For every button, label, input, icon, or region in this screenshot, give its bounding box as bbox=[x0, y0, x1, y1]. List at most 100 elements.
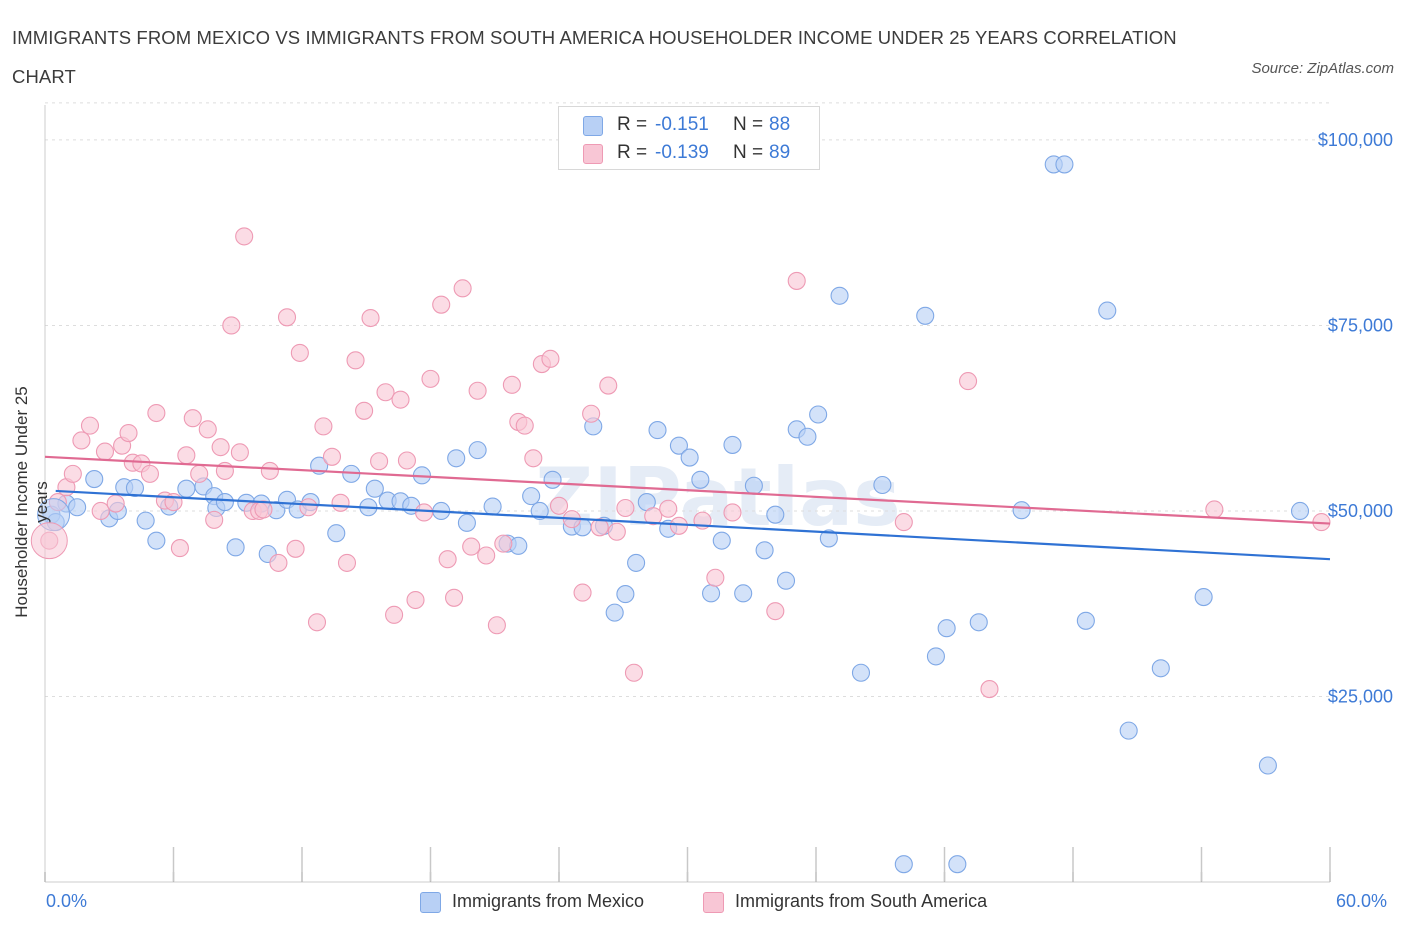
point-mexico bbox=[948, 855, 967, 874]
point-mexico bbox=[702, 584, 721, 603]
point-south-america bbox=[230, 443, 249, 462]
point-south-america bbox=[119, 424, 138, 443]
point-mexico bbox=[125, 478, 144, 498]
point-south-america bbox=[235, 227, 254, 246]
point-south-america bbox=[346, 351, 365, 370]
point-mexico bbox=[1151, 659, 1170, 678]
point-south-america bbox=[453, 279, 472, 298]
point-south-america bbox=[147, 403, 166, 423]
point-south-america bbox=[385, 605, 404, 624]
point-south-america bbox=[190, 464, 209, 483]
point-south-america bbox=[659, 499, 678, 518]
point-mexico bbox=[457, 513, 476, 532]
legend-n-value-mexico: 88 bbox=[769, 114, 791, 135]
point-south-america bbox=[599, 376, 618, 395]
point-south-america bbox=[438, 550, 457, 569]
point-mexico bbox=[873, 475, 892, 495]
legend-n-label: N = bbox=[733, 114, 764, 135]
point-mexico bbox=[605, 603, 624, 622]
point-south-america bbox=[322, 447, 342, 466]
point-south-america bbox=[314, 417, 333, 436]
point-south-america bbox=[106, 494, 125, 513]
point-south-america bbox=[644, 507, 663, 526]
point-south-america bbox=[222, 316, 241, 335]
point-mexico bbox=[327, 524, 346, 543]
point-south-america bbox=[541, 349, 560, 368]
trend-line-south-america bbox=[44, 455, 1331, 525]
point-south-america bbox=[462, 537, 481, 556]
point-south-america bbox=[260, 461, 279, 480]
point-mexico bbox=[1290, 501, 1310, 521]
point-mexico bbox=[616, 585, 635, 604]
point-mexico bbox=[509, 536, 528, 555]
point-south-america bbox=[170, 539, 189, 558]
point-south-america bbox=[549, 496, 569, 515]
point-south-america bbox=[573, 583, 592, 602]
y-tick-label: $100,000 bbox=[1318, 130, 1393, 150]
point-south-america bbox=[406, 590, 425, 610]
point-south-america bbox=[487, 616, 506, 635]
point-south-america bbox=[254, 500, 273, 519]
point-mexico bbox=[543, 470, 562, 489]
point-south-america bbox=[445, 588, 464, 607]
point-south-america bbox=[959, 372, 978, 391]
point-south-america bbox=[590, 518, 609, 537]
x-axis-max-label: 60.0% bbox=[1336, 891, 1388, 911]
bottom-legend-label-south-america: Immigrants from South America bbox=[735, 891, 988, 911]
point-mexico bbox=[1194, 587, 1213, 607]
point-south-america bbox=[669, 516, 688, 535]
point-south-america bbox=[980, 680, 999, 699]
point-south-america bbox=[1205, 500, 1224, 519]
legend-r-value-south-america: -0.139 bbox=[655, 142, 709, 163]
point-south-america bbox=[723, 503, 742, 522]
y-tick-label: $25,000 bbox=[1328, 686, 1393, 706]
point-south-america bbox=[290, 343, 309, 362]
point-mexico bbox=[669, 436, 688, 455]
point-mexico bbox=[776, 571, 796, 590]
point-mexico bbox=[483, 497, 502, 516]
point-south-america bbox=[421, 369, 440, 388]
point-mexico bbox=[365, 479, 384, 498]
y-tick-label: $50,000 bbox=[1328, 501, 1393, 521]
point-south-america bbox=[299, 498, 318, 517]
point-south-america bbox=[502, 375, 521, 394]
point-mexico bbox=[798, 427, 817, 446]
point-south-america bbox=[370, 452, 389, 471]
point-south-america bbox=[494, 534, 513, 553]
point-south-america bbox=[415, 503, 434, 522]
point-mexico bbox=[809, 405, 828, 424]
legend-n-value-south-america: 89 bbox=[769, 142, 791, 163]
point-south-america bbox=[624, 663, 644, 682]
point-south-america bbox=[397, 451, 416, 470]
point-mexico bbox=[147, 531, 166, 550]
y-axis-label: Householder Income Under 25 years bbox=[12, 386, 51, 618]
point-mexico bbox=[680, 448, 699, 467]
source-label: Source: ZipAtlas.com bbox=[1251, 60, 1394, 77]
point-south-america bbox=[286, 539, 305, 558]
point-mexico bbox=[691, 470, 710, 489]
point-mexico bbox=[851, 663, 871, 682]
point-south-america bbox=[391, 390, 410, 409]
point-mexico bbox=[712, 531, 731, 550]
point-south-america bbox=[515, 416, 534, 435]
point-mexico bbox=[830, 286, 849, 305]
point-mexico bbox=[734, 584, 753, 603]
point-south-america bbox=[706, 568, 725, 587]
point-mexico bbox=[447, 449, 466, 468]
legend-swatch-mexico bbox=[583, 116, 603, 136]
point-mexico bbox=[819, 529, 838, 548]
point-mexico bbox=[766, 505, 785, 524]
point-south-america bbox=[140, 464, 159, 483]
point-south-america bbox=[331, 493, 350, 512]
point-south-america bbox=[477, 546, 496, 565]
chart-title: IMMIGRANTS FROM MEXICO VS IMMIGRANTS FRO… bbox=[12, 27, 1177, 87]
point-mexico bbox=[1258, 756, 1277, 775]
point-mexico bbox=[723, 435, 742, 454]
point-south-america bbox=[582, 404, 601, 423]
point-south-america bbox=[205, 510, 224, 529]
correlation-legend: R = -0.151 N = 88 R = -0.139 N = 89 bbox=[558, 106, 820, 170]
point-south-america bbox=[198, 420, 217, 439]
point-south-america bbox=[183, 409, 202, 428]
point-south-america bbox=[432, 295, 451, 314]
